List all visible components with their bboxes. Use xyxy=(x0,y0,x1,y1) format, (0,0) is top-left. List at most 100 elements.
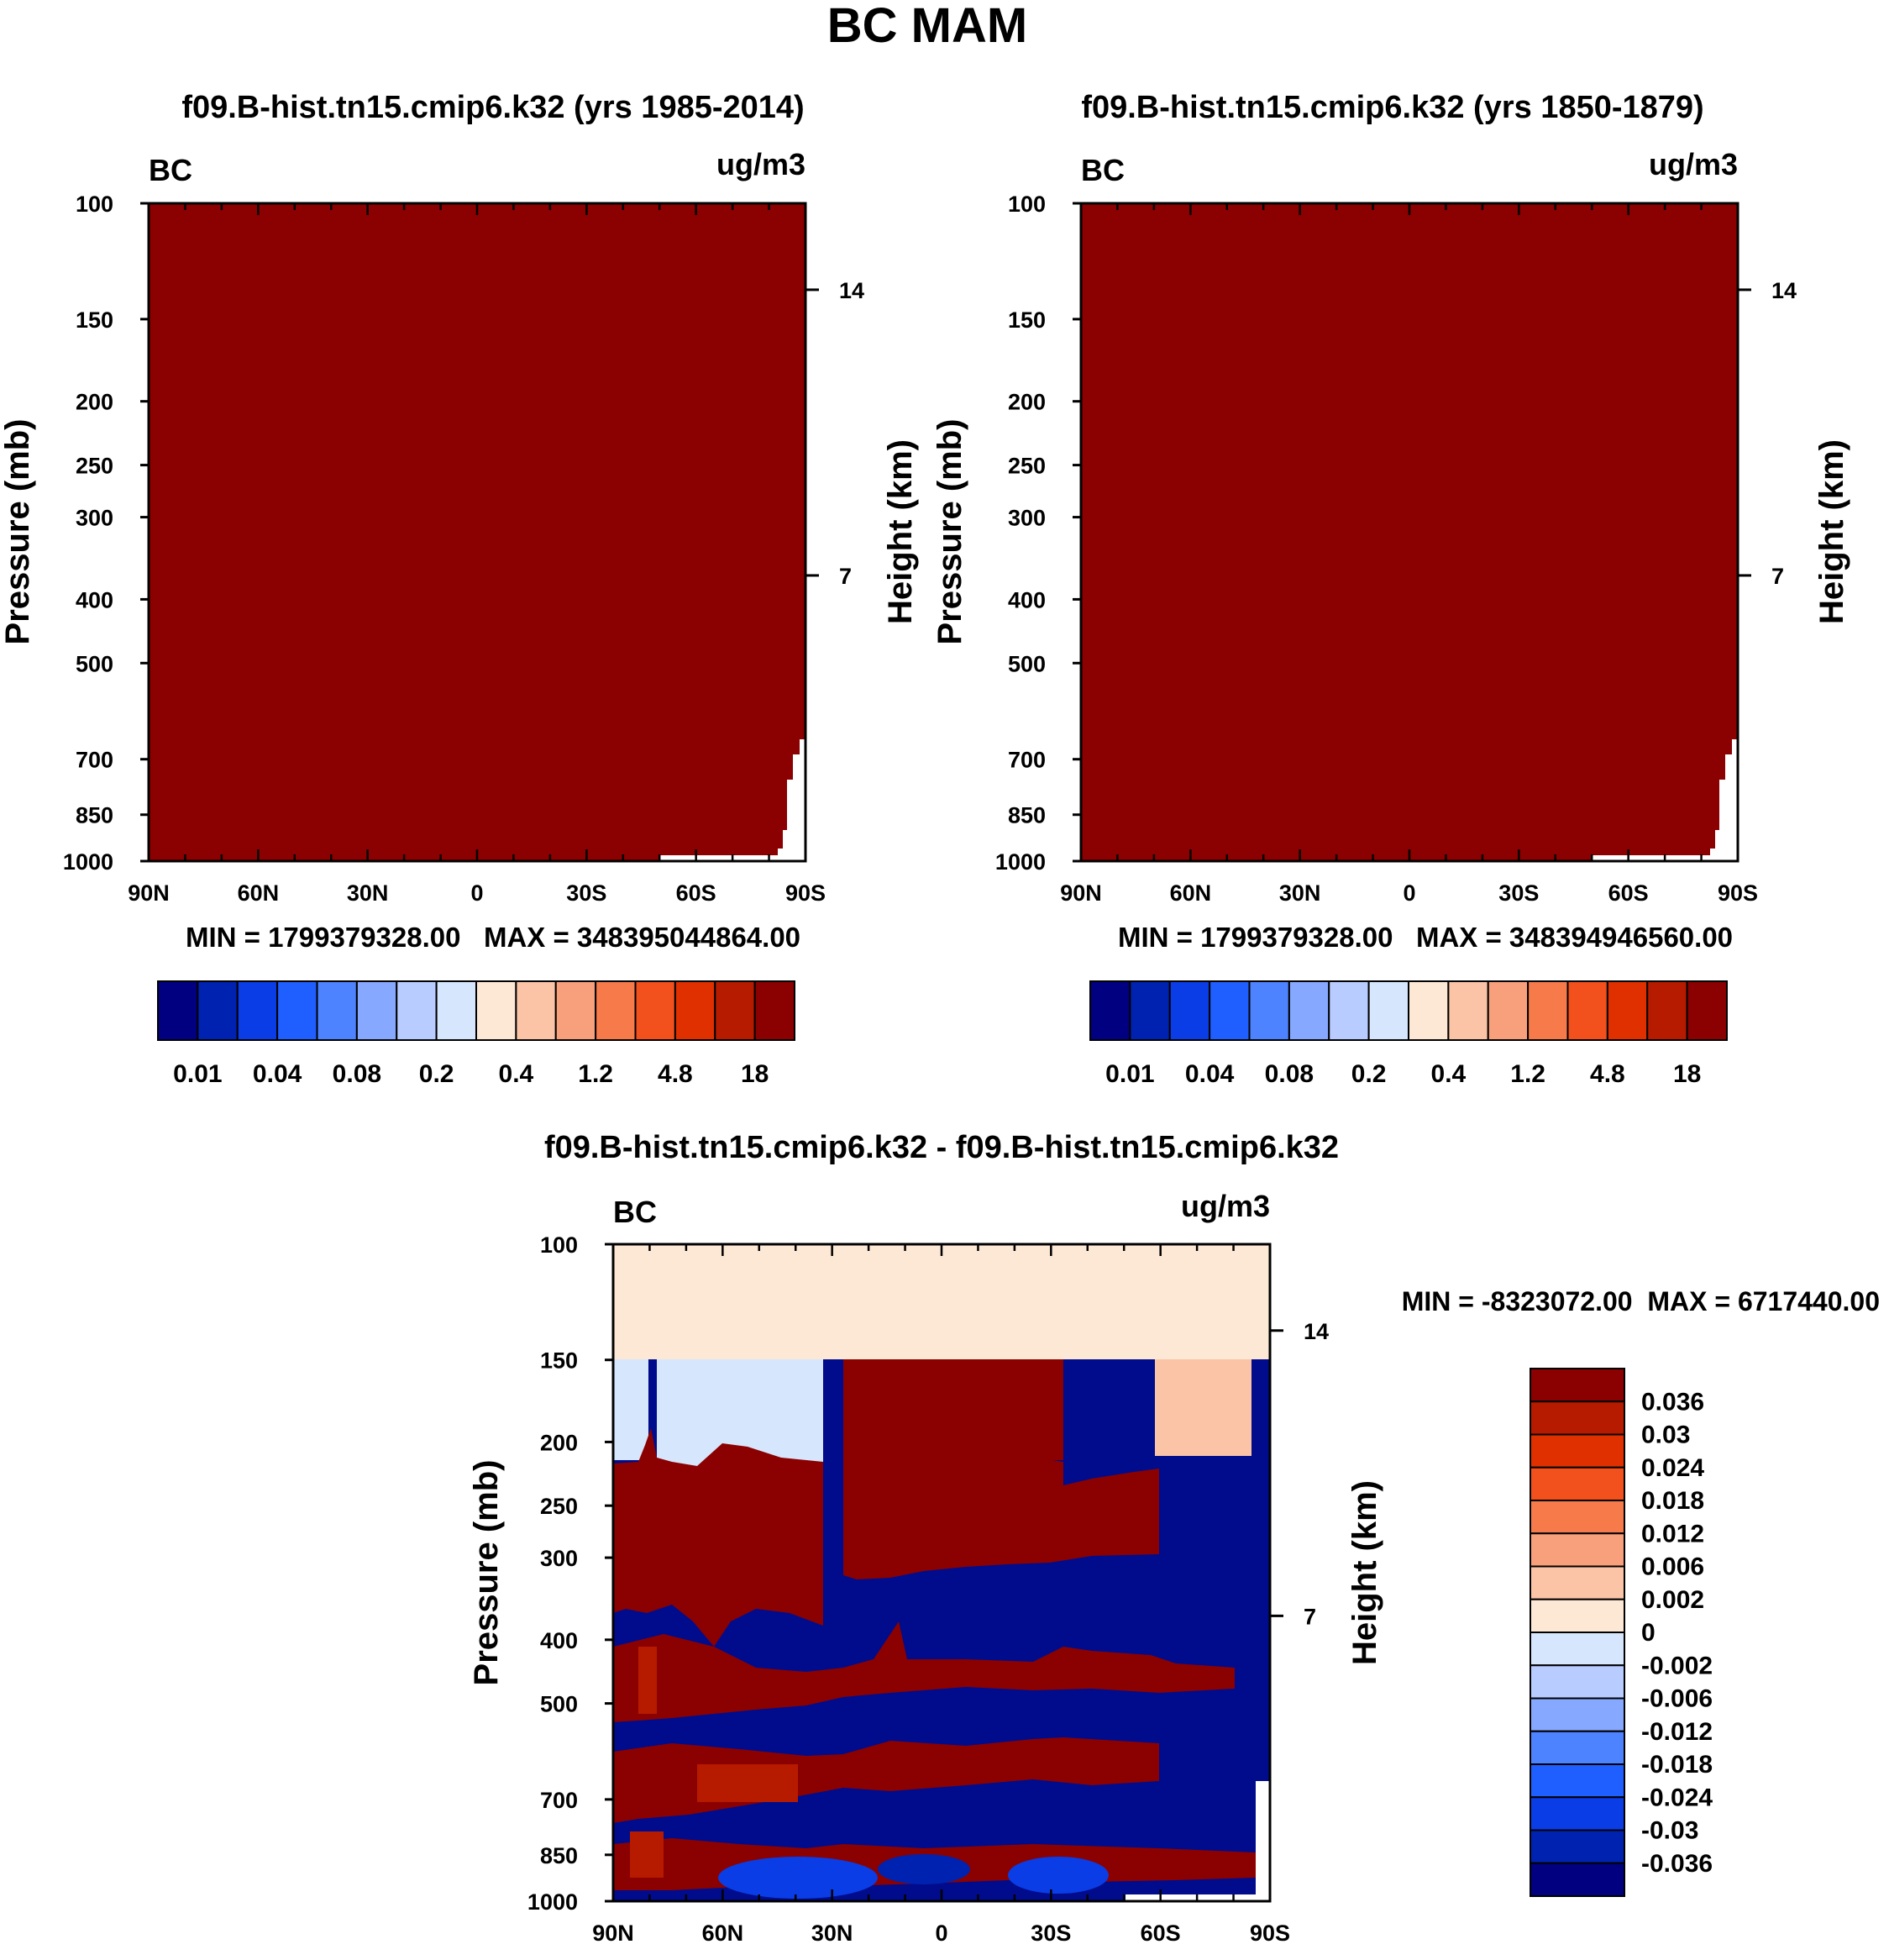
y-tick-label: 500 xyxy=(1008,651,1046,676)
colorbar-label: 0 xyxy=(1641,1619,1655,1647)
contour-band-blue xyxy=(718,1857,878,1899)
x-tick-label: 0 xyxy=(470,880,483,906)
colorbar-swatch xyxy=(1168,980,1211,1041)
y-axis-ticks: 100 150 200 250 300 400 500 700 850 1000 xyxy=(995,192,1081,875)
y-tick-label: 700 xyxy=(76,748,113,773)
x-tick-label: 60N xyxy=(238,880,280,906)
units-label: ug/m3 xyxy=(1181,1189,1270,1223)
right-tick-label: 7 xyxy=(1771,564,1784,589)
colorbar-label: 0.03 xyxy=(1641,1421,1690,1449)
panel-difference: f09.B-hist.tn15.cmip6.k32 - f09.B-hist.t… xyxy=(468,1130,1880,1946)
right-axis-ticks: 14 7 xyxy=(805,278,864,589)
colorbar: 0.01 0.04 0.08 0.2 0.4 1.2 4.8 18 xyxy=(157,980,795,1088)
colorbar-swatch xyxy=(316,980,358,1041)
colorbar-swatch xyxy=(276,980,318,1041)
colorbar-swatch xyxy=(1328,980,1370,1041)
y-tick-label: 1000 xyxy=(527,1889,578,1915)
y-tick-label: 100 xyxy=(1008,192,1046,217)
x-tick-label: 30N xyxy=(347,880,389,906)
x-tick-label: 90S xyxy=(1250,1921,1290,1946)
colorbar-label: -0.002 xyxy=(1641,1652,1713,1679)
x-tick-label: 60S xyxy=(1141,1921,1181,1946)
colorbar-swatch xyxy=(435,980,477,1041)
min-max-stats: MIN = 1799379328.00 MAX = 348394946560.0… xyxy=(1118,922,1733,953)
y-tick-label: 700 xyxy=(540,1788,578,1813)
x-tick-label: 60S xyxy=(676,880,716,906)
colorbar-swatch xyxy=(236,980,279,1041)
species-label: BC xyxy=(613,1195,657,1229)
contour-band-light-blue xyxy=(613,1359,648,1460)
contour-band-blue xyxy=(1008,1857,1109,1894)
y-axis-label: Pressure (mb) xyxy=(0,419,36,645)
colorbar-label: -0.018 xyxy=(1641,1751,1713,1779)
colorbar-label: 0.012 xyxy=(1641,1520,1704,1548)
colorbar-swatch xyxy=(1530,1632,1625,1667)
colorbar-swatch xyxy=(1530,1664,1625,1700)
colorbar-label: 0.04 xyxy=(1185,1060,1235,1088)
colorbar-label: 0.036 xyxy=(1641,1388,1704,1416)
colorbar-swatch xyxy=(1606,980,1649,1041)
y-tick-label: 500 xyxy=(540,1692,578,1717)
colorbar-label: 1.2 xyxy=(578,1060,613,1088)
colorbar-label: 0.4 xyxy=(499,1060,534,1088)
contour-band-orange xyxy=(638,1647,657,1714)
colorbar-swatch xyxy=(355,980,398,1041)
colorbar-label: 0.018 xyxy=(1641,1487,1704,1515)
y-tick-label: 1000 xyxy=(995,849,1046,875)
colorbar-swatch xyxy=(1129,980,1171,1041)
y-tick-label: 250 xyxy=(76,454,113,479)
colorbar-swatch xyxy=(1530,1697,1625,1732)
y-tick-label: 300 xyxy=(540,1546,578,1571)
colorbar-label: -0.036 xyxy=(1641,1850,1713,1878)
x-tick-label: 90S xyxy=(1718,880,1758,906)
contour-band-pos xyxy=(613,1621,1235,1722)
colorbar-swatch xyxy=(197,980,239,1041)
colorbar-label: 0.04 xyxy=(253,1060,302,1088)
contour-band-orange xyxy=(630,1831,664,1878)
contour-band-pos xyxy=(843,1359,1063,1460)
colorbar-label: -0.024 xyxy=(1641,1784,1713,1811)
x-tick-label: 60N xyxy=(1170,880,1212,906)
colorbar-swatch xyxy=(1367,980,1409,1041)
colorbar-swatch xyxy=(714,980,756,1041)
right-tick-label: 14 xyxy=(1771,278,1797,303)
x-tick-label: 30N xyxy=(811,1921,853,1946)
y-tick-label: 100 xyxy=(76,192,113,217)
y-axis-label: Pressure (mb) xyxy=(468,1460,505,1686)
y-tick-label: 150 xyxy=(1008,307,1046,333)
contour-band-orange xyxy=(697,1764,798,1802)
x-tick-label: 90S xyxy=(785,880,826,906)
y-axis-ticks: 100 150 200 250 300 400 500 700 850 1000 xyxy=(63,192,149,875)
y-tick-label: 500 xyxy=(76,651,113,676)
colorbar-swatch xyxy=(554,980,597,1041)
y-tick-label: 400 xyxy=(540,1628,578,1653)
y-tick-label: 250 xyxy=(540,1494,578,1519)
right-axis-ticks: 14 7 xyxy=(1738,278,1797,589)
panel-title: f09.B-hist.tn15.cmip6.k32 (yrs 1985-2014… xyxy=(181,90,804,125)
colorbar-swatch xyxy=(1447,980,1489,1041)
colorbar-swatch xyxy=(1248,980,1290,1041)
colorbar-swatch xyxy=(674,980,716,1041)
missing-data-region xyxy=(1592,739,1738,861)
colorbar-label: -0.03 xyxy=(1641,1817,1698,1845)
x-tick-label: 90N xyxy=(128,880,170,906)
data-field xyxy=(149,203,805,861)
species-label: BC xyxy=(149,153,192,187)
colorbar-swatch xyxy=(1566,980,1608,1041)
panel-title: f09.B-hist.tn15.cmip6.k32 - f09.B-hist.t… xyxy=(544,1130,1339,1165)
colorbar: 0.036 0.03 0.024 0.018 0.012 0.006 0.002 0 -0.00… xyxy=(1530,1368,1713,1897)
contour-band-blue xyxy=(878,1854,970,1884)
right-tick-label: 14 xyxy=(1304,1319,1329,1344)
colorbar-label: 0.006 xyxy=(1641,1553,1704,1581)
y-tick-label: 150 xyxy=(540,1348,578,1374)
x-axis-ticks: 90N 60N 30N 0 30S 60S 90S xyxy=(592,1244,1290,1946)
y-tick-label: 1000 xyxy=(63,849,113,875)
figure-title: BC MAM xyxy=(827,0,1027,53)
y-tick-label: 200 xyxy=(76,390,113,415)
data-field xyxy=(1081,203,1738,861)
colorbar-swatch xyxy=(1530,1500,1625,1535)
colorbar-swatch xyxy=(595,980,637,1041)
panel-title: f09.B-hist.tn15.cmip6.k32 (yrs 1850-1879… xyxy=(1081,90,1703,125)
colorbar-swatch xyxy=(1530,1862,1625,1897)
right-axis-label: Height (km) xyxy=(882,439,919,624)
